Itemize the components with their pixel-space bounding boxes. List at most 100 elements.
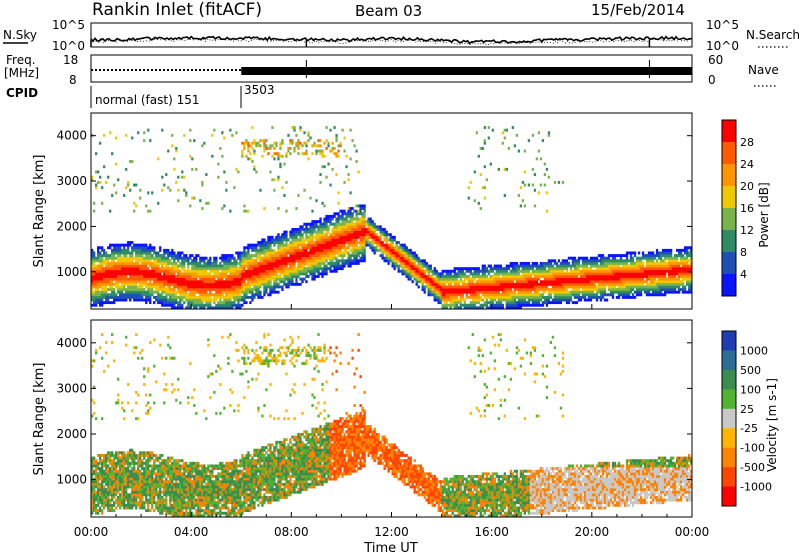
heatmap-cell [351,246,354,250]
heatmap-cell [91,269,94,273]
heatmap-cell [301,243,304,247]
heatmap-cell [137,269,140,273]
heatmap-cell [125,261,128,265]
heatmap-cell [537,275,541,278]
heatmap-cell [239,251,242,255]
heatmap-cell [509,306,512,310]
heatmap-cell [333,267,336,271]
heatmap-cell [419,267,422,271]
heatmap-cell [439,290,442,294]
heatmap-cell [449,277,452,281]
heatmap-cell [183,285,186,289]
heatmap-cell [481,275,484,278]
heatmap-cell [547,301,551,305]
heatmap-cell [251,259,254,263]
heatmap-cell [245,254,248,258]
heatmap-cell [129,241,132,244]
heatmap-cell [271,285,274,289]
heatmap-cell [269,285,272,289]
heatmap-cell [121,280,124,284]
heatmap-cell [489,290,492,294]
heatmap-cell [333,214,336,218]
heatmap-cell [297,243,300,247]
heatmap-cell [601,267,605,271]
heatmap-cell [145,243,148,247]
heatmap-cell [385,251,388,255]
heatmap-cell [307,269,310,273]
heatmap-cell [149,298,152,302]
heatmap-cell [601,282,605,286]
heatmap-cell [183,269,186,273]
heatmap-cell [245,259,248,263]
heatmap-cell [429,282,432,286]
heatmap-cell [591,256,595,260]
heatmap-cell [245,261,248,265]
heatmap-cell [319,222,322,226]
heatmap-cell [275,269,278,273]
heatmap-cell [613,269,617,273]
heatmap-cell [151,191,154,195]
heatmap-cell [271,290,274,294]
heatmap-cell [179,264,182,268]
heatmap-cell [455,267,458,271]
heatmap-cell [307,230,310,234]
heatmap-cell [373,222,376,226]
heatmap-cell [117,259,120,263]
heatmap-cell [601,256,605,260]
heatmap-cell [479,295,482,299]
heatmap-cell [137,246,140,250]
heatmap-cell [101,248,104,252]
heatmap-cell [445,272,448,276]
heatmap-cell [323,222,326,226]
heatmap-cell [205,272,208,276]
heatmap-cell [457,275,460,278]
heatmap-cell [289,139,292,143]
heatmap-cell [499,285,502,289]
heatmap-cell [525,303,529,307]
heatmap-cell [513,275,516,278]
heatmap-cell [311,256,314,260]
heatmap-cell [167,282,170,286]
heatmap-cell [161,264,164,268]
heatmap-cell [147,290,150,294]
heatmap-cell [259,259,262,263]
heatmap-cell [199,261,202,265]
heatmap-cell [215,306,218,310]
heatmap-cell [625,256,629,260]
heatmap-cell [251,264,254,268]
heatmap-cell [603,290,607,294]
heatmap-cell [99,303,102,307]
heatmap-cell [197,254,200,258]
heatmap-cell [207,288,210,291]
heatmap-cell [519,186,523,190]
heatmap-cell [335,256,338,260]
heatmap-cell [473,288,476,291]
heatmap-cell [443,290,446,294]
heatmap-cell [389,241,392,244]
heatmap-cell [305,251,308,255]
heatmap-cell [157,261,160,265]
heatmap-cell [223,170,226,174]
heatmap-cell [315,267,318,271]
heatmap-cell [437,301,440,305]
heatmap-cell [417,272,420,276]
heatmap-cell [241,259,244,263]
heatmap-cell [243,254,246,258]
heatmap-cell [343,225,346,229]
heatmap-cell [435,272,438,276]
heatmap-cell [255,248,258,252]
heatmap-cell [281,141,284,145]
heatmap-cell [241,288,244,291]
heatmap-cell [311,259,314,263]
heatmap-cell [175,267,178,271]
heatmap-cell [625,288,629,291]
heatmap-cell [597,288,601,291]
heatmap-cell [505,293,508,297]
heatmap-cell [125,269,128,273]
heatmap-cell [517,267,521,271]
heatmap-cell [525,290,529,294]
heatmap-cell [593,295,597,299]
heatmap-cell [385,241,388,244]
heatmap-cell [571,275,575,278]
heatmap-cell [287,277,290,281]
